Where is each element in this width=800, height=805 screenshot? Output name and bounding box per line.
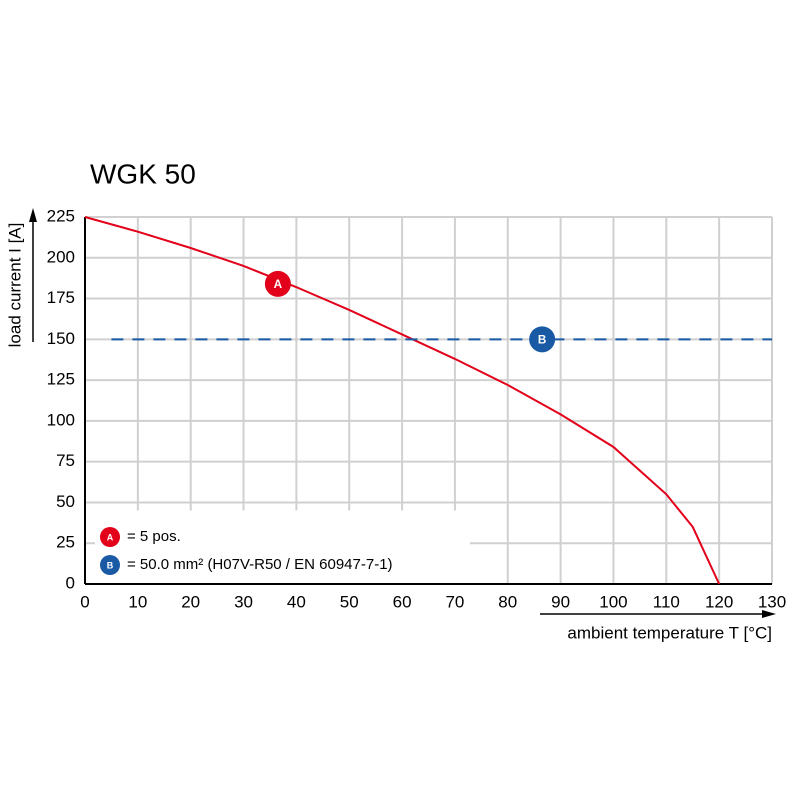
marker-circle <box>264 270 291 297</box>
y-tick-label: 150 <box>47 329 75 348</box>
y-tick-label: 200 <box>47 247 75 266</box>
marker: B <box>529 326 556 353</box>
chart-title: WGK 50 <box>90 158 196 189</box>
y-tick-label: 75 <box>56 451 75 470</box>
marker-label: A <box>107 532 114 542</box>
marker-label: B <box>107 560 114 570</box>
x-tick-label: 110 <box>653 592 680 611</box>
y-tick-label: 50 <box>56 492 75 511</box>
x-tick-label: 130 <box>758 592 786 611</box>
y-tick-label: 175 <box>47 288 75 307</box>
y-axis-label: load current I [A] <box>5 223 24 348</box>
y-tick-label: 225 <box>47 206 75 225</box>
x-tick-label: 70 <box>445 592 464 611</box>
marker: A <box>100 527 120 547</box>
y-tick-label: 125 <box>47 370 75 389</box>
legend-label: = 50.0 mm² (H07V-R50 / EN 60947-7-1) <box>127 556 393 573</box>
x-tick-label: 60 <box>393 592 412 611</box>
x-tick-label: 80 <box>498 592 517 611</box>
y-arrow-head <box>29 208 37 222</box>
marker: A <box>264 270 291 297</box>
y-tick-label: 25 <box>56 533 75 552</box>
x-tick-label: 40 <box>287 592 306 611</box>
marker-circle <box>100 527 120 547</box>
y-tick-label: 100 <box>47 410 75 429</box>
x-tick-label: 120 <box>705 592 733 611</box>
marker-circle <box>529 326 556 353</box>
marker: B <box>100 555 120 575</box>
y-tick-label: 0 <box>66 573 75 592</box>
legend-box <box>95 510 470 583</box>
x-tick-label: 90 <box>551 592 570 611</box>
x-tick-label: 100 <box>599 592 627 611</box>
x-tick-label: 10 <box>128 592 147 611</box>
x-tick-label: 50 <box>340 592 359 611</box>
series-line <box>84 216 721 585</box>
marker-circle <box>100 555 120 575</box>
marker-label: B <box>538 333 546 346</box>
marker-label: A <box>274 278 283 291</box>
x-tick-label: 0 <box>80 592 89 611</box>
legend-label: = 5 pos. <box>127 528 181 545</box>
x-arrow-head <box>762 610 776 618</box>
x-tick-label: 30 <box>234 592 253 611</box>
x-tick-label: 20 <box>181 592 200 611</box>
x-axis-label: ambient temperature T [°C] <box>567 623 772 642</box>
